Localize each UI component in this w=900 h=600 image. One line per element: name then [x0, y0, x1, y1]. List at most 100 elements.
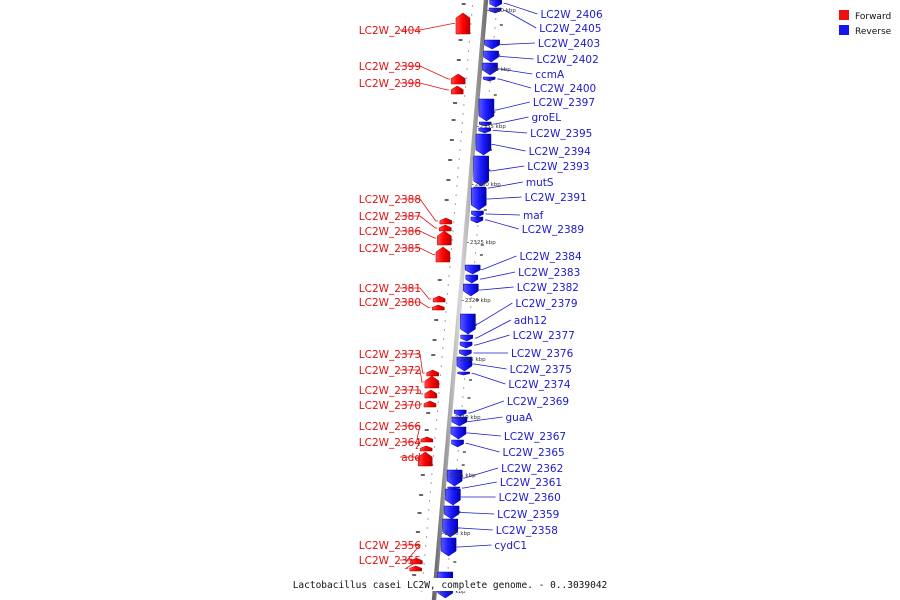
forward-gene-leader	[400, 65, 451, 80]
forward-gene	[439, 217, 453, 225]
legend-forward-swatch	[839, 10, 849, 20]
axis-dot	[460, 140, 462, 142]
axis-dot	[495, 18, 497, 20]
axis-dot	[436, 419, 438, 421]
forward-gene-leader	[400, 403, 422, 406]
reverse-gene	[453, 409, 467, 417]
axis-dot	[470, 297, 473, 299]
axis-dot	[448, 558, 450, 560]
reverse-gene	[484, 39, 500, 50]
forward-gene-label: LC2W_2370	[359, 400, 421, 412]
reverse-gene	[473, 155, 489, 187]
reverse-gene-label: groEL	[532, 112, 562, 124]
forward-gene	[409, 565, 422, 572]
axis-bar	[431, 0, 489, 600]
axis-dot	[453, 221, 455, 223]
reverse-gene-label: LC2W_2374	[508, 379, 571, 391]
reverse-gene	[460, 334, 473, 342]
reverse-gene	[447, 486, 460, 490]
forward-gene-leader	[400, 23, 455, 31]
forward-gene-leader	[400, 287, 432, 300]
reverse-gene-leader	[503, 10, 537, 29]
axis-dot	[456, 468, 458, 470]
forward-gene-label: LC2W_2388	[359, 194, 421, 206]
reverse-gene	[478, 98, 495, 122]
axis-dot	[429, 491, 431, 493]
axis-dot	[443, 329, 445, 331]
axis-dot	[425, 545, 427, 547]
forward-gene-leader	[400, 82, 450, 91]
reverse-gene	[463, 283, 479, 297]
forward-gene-label: LC2W_2371	[359, 385, 421, 397]
reverse-gene	[451, 416, 468, 427]
axis-dot	[428, 509, 430, 511]
reverse-gene-leader	[471, 373, 506, 385]
reverse-gene-leader	[491, 144, 526, 152]
axis-dot	[466, 68, 468, 70]
axis-dot	[459, 149, 461, 151]
reverse-gene-leader	[497, 78, 532, 89]
reverse-gene-leader	[489, 165, 525, 172]
reverse-gene-label: LC2W_2394	[529, 146, 592, 158]
reverse-gene	[479, 121, 492, 127]
axis-dot	[434, 437, 436, 439]
forward-gene-leader	[400, 425, 421, 440]
reverse-gene	[488, 7, 502, 14]
reverse-gene-label: LC2W_2389	[522, 224, 584, 236]
forward-gene-label: LC2W_2399	[359, 61, 421, 73]
reverse-gene	[445, 488, 461, 506]
kbp-label: 2300 kbp	[445, 531, 471, 537]
reverse-gene-label: LC2W_2406	[540, 9, 603, 21]
axis-dot	[489, 81, 491, 83]
reverse-gene-leader	[461, 481, 497, 489]
axis-dot	[461, 405, 463, 407]
reverse-gene-leader	[498, 68, 533, 75]
reverse-gene	[470, 216, 484, 224]
axis-dot	[422, 572, 424, 574]
axis-dot	[464, 86, 467, 88]
axis-dot	[430, 482, 432, 484]
axis-dot	[435, 428, 437, 430]
axis-dot	[440, 365, 442, 367]
reverse-gene	[478, 127, 491, 134]
reverse-gene-leader	[494, 101, 530, 111]
reverse-gene-label: LC2W_2400	[534, 83, 596, 95]
axis-dot	[444, 320, 446, 322]
reverse-gene	[456, 356, 473, 372]
axis-dot	[423, 563, 425, 565]
reverse-gene-label: LC2W_2369	[507, 396, 569, 408]
reverse-gene	[457, 371, 470, 376]
axis-dot	[446, 302, 448, 304]
reverse-gene-leader	[485, 213, 521, 216]
forward-gene	[426, 369, 439, 377]
label-leader-lines	[400, 3, 538, 569]
axis-dot	[494, 27, 496, 29]
forward-gene-leader	[400, 215, 438, 229]
reverse-gene-label: mutS	[526, 177, 554, 189]
axis-dot	[463, 104, 465, 106]
reverse-gene	[459, 349, 472, 357]
forward-gene-label: LC2W_2372	[359, 365, 421, 377]
reverse-gene-label: LC2W_2382	[517, 282, 579, 294]
reverse-gene-leader	[487, 181, 523, 189]
axis-dot	[465, 77, 467, 79]
reverse-gene-leader	[468, 400, 505, 414]
axis-dot	[426, 527, 428, 529]
axis-dot	[433, 446, 435, 448]
kbp-label: 2305 kbp	[450, 473, 476, 479]
axis-dot	[470, 23, 472, 25]
axis-dot	[467, 59, 469, 61]
forward-gene-label: LC2W_2355	[359, 555, 421, 567]
axis-dot	[471, 14, 473, 16]
reverse-gene	[460, 313, 476, 335]
reverse-gene-leader	[503, 3, 538, 15]
axis-dot	[448, 275, 450, 277]
forward-gene-label: add	[401, 452, 421, 464]
reverse-gene-leader	[458, 527, 493, 531]
reverse-gene-leader	[475, 302, 513, 325]
axis-dot	[452, 230, 454, 232]
forward-gene-label: LC2W_2398	[359, 78, 421, 90]
axis-dot	[461, 122, 463, 124]
forward-gene-leader	[400, 230, 437, 239]
reverse-gene-label: LC2W_2358	[496, 525, 558, 537]
